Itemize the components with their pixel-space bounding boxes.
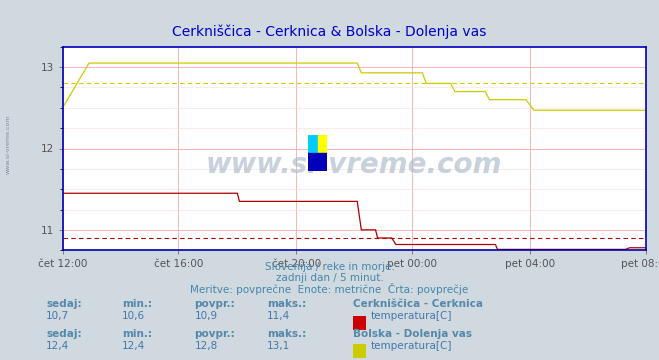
Text: 10,6: 10,6 — [122, 311, 145, 321]
Bar — [308, 153, 327, 171]
Text: www.si-vreme.com: www.si-vreme.com — [206, 151, 502, 179]
Bar — [318, 135, 327, 153]
Text: www.si-vreme.com: www.si-vreme.com — [6, 114, 11, 174]
Text: 12,8: 12,8 — [194, 341, 217, 351]
Text: Slovenija / reke in morje.: Slovenija / reke in morje. — [264, 262, 395, 272]
Text: 12,4: 12,4 — [46, 341, 69, 351]
Text: zadnji dan / 5 minut.: zadnji dan / 5 minut. — [275, 273, 384, 283]
Text: 11,4: 11,4 — [267, 311, 290, 321]
Text: sedaj:: sedaj: — [46, 299, 82, 309]
Text: min.:: min.: — [122, 329, 152, 339]
Text: min.:: min.: — [122, 299, 152, 309]
Text: maks.:: maks.: — [267, 299, 306, 309]
Text: Cerkniščica - Cerknica: Cerkniščica - Cerknica — [353, 299, 482, 309]
Text: povpr.:: povpr.: — [194, 329, 235, 339]
Bar — [308, 135, 318, 153]
Text: maks.:: maks.: — [267, 329, 306, 339]
Text: 13,1: 13,1 — [267, 341, 290, 351]
Text: sedaj:: sedaj: — [46, 329, 82, 339]
Text: povpr.:: povpr.: — [194, 299, 235, 309]
Text: Meritve: povprečne  Enote: metrične  Črta: povprečje: Meritve: povprečne Enote: metrične Črta:… — [190, 283, 469, 295]
Text: temperatura[C]: temperatura[C] — [370, 311, 452, 321]
Text: temperatura[C]: temperatura[C] — [370, 341, 452, 351]
Text: Cerkniščica - Cerknica & Bolska - Dolenja vas: Cerkniščica - Cerknica & Bolska - Dolenj… — [172, 24, 487, 39]
Text: 10,9: 10,9 — [194, 311, 217, 321]
Text: 12,4: 12,4 — [122, 341, 145, 351]
Text: Bolska - Dolenja vas: Bolska - Dolenja vas — [353, 329, 472, 339]
Text: 10,7: 10,7 — [46, 311, 69, 321]
